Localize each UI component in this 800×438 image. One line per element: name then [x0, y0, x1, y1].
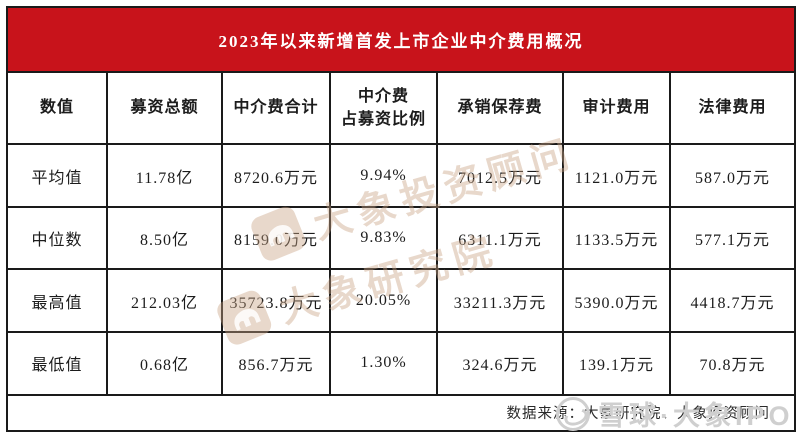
page-title: 2023年以来新增首发上市企业中介费用概况	[5, 6, 797, 73]
cell-legal-fee: 577.1万元	[668, 205, 797, 271]
cell-legal-fee: 70.8万元	[668, 331, 797, 396]
table-row-median: 中位数 8.50亿 8159.0万元 9.83% 6311.1万元 1133.5…	[6, 205, 797, 271]
cell-underwriting-fee: 33211.3万元	[436, 268, 564, 334]
cell-intermediary-total: 35723.8万元	[221, 268, 331, 334]
col-header-audit-fee: 审计费用	[562, 70, 671, 146]
cell-total-raised: 8.50亿	[106, 205, 223, 271]
col-header-legal-fee: 法律费用	[668, 70, 797, 146]
row-label: 最高值	[6, 268, 108, 334]
table-header-row: 数值 募资总额 中介费合计 中介费 占募资比例 承销保荐费 审计费用 法律费用	[6, 70, 797, 146]
cell-intermediary-total: 856.7万元	[221, 331, 331, 396]
cell-intermediary-ratio: 9.83%	[329, 205, 438, 271]
cell-audit-fee: 5390.0万元	[562, 268, 671, 334]
col-header-underwriting-fee: 承销保荐费	[436, 70, 564, 146]
cell-underwriting-fee: 6311.1万元	[436, 205, 564, 271]
cell-legal-fee: 587.0万元	[668, 143, 797, 208]
row-label: 平均值	[6, 143, 108, 208]
table-footer-row: 数据来源：大象研究院、大象投资顾问	[5, 393, 797, 433]
cell-underwriting-fee: 324.6万元	[436, 331, 564, 396]
col-header-total-raised: 募资总额	[106, 70, 223, 146]
cell-audit-fee: 1121.0万元	[562, 143, 671, 208]
ipo-fee-table: 2023年以来新增首发上市企业中介费用概况 数值 募资总额 中介费合计 中介费 …	[5, 6, 797, 433]
title-banner: 2023年以来新增首发上市企业中介费用概况	[5, 6, 797, 73]
cell-total-raised: 0.68亿	[106, 331, 223, 396]
table-row-maximum: 最高值 212.03亿 35723.8万元 20.05% 33211.3万元 5…	[6, 268, 797, 334]
cell-legal-fee: 4418.7万元	[668, 268, 797, 334]
cell-intermediary-total: 8159.0万元	[221, 205, 331, 271]
cell-intermediary-total: 8720.6万元	[221, 143, 331, 208]
col-header-intermediary-total: 中介费合计	[221, 70, 331, 146]
cell-intermediary-ratio: 9.94%	[329, 143, 438, 208]
cell-audit-fee: 1133.5万元	[562, 205, 671, 271]
cell-audit-fee: 139.1万元	[562, 331, 671, 396]
row-label: 最低值	[6, 331, 108, 396]
table-row-minimum: 最低值 0.68亿 856.7万元 1.30% 324.6万元 139.1万元 …	[6, 331, 797, 396]
cell-intermediary-ratio: 20.05%	[329, 268, 438, 334]
col-header-metric: 数值	[6, 70, 108, 146]
cell-total-raised: 11.78亿	[106, 143, 223, 208]
table-row-average: 平均值 11.78亿 8720.6万元 9.94% 7012.5万元 1121.…	[6, 143, 797, 208]
cell-underwriting-fee: 7012.5万元	[436, 143, 564, 208]
row-label: 中位数	[6, 205, 108, 271]
col-header-intermediary-ratio: 中介费 占募资比例	[329, 70, 438, 146]
cell-total-raised: 212.03亿	[106, 268, 223, 334]
cell-intermediary-ratio: 1.30%	[329, 331, 438, 396]
data-source-note: 数据来源：大象研究院、大象投资顾问	[5, 393, 797, 433]
